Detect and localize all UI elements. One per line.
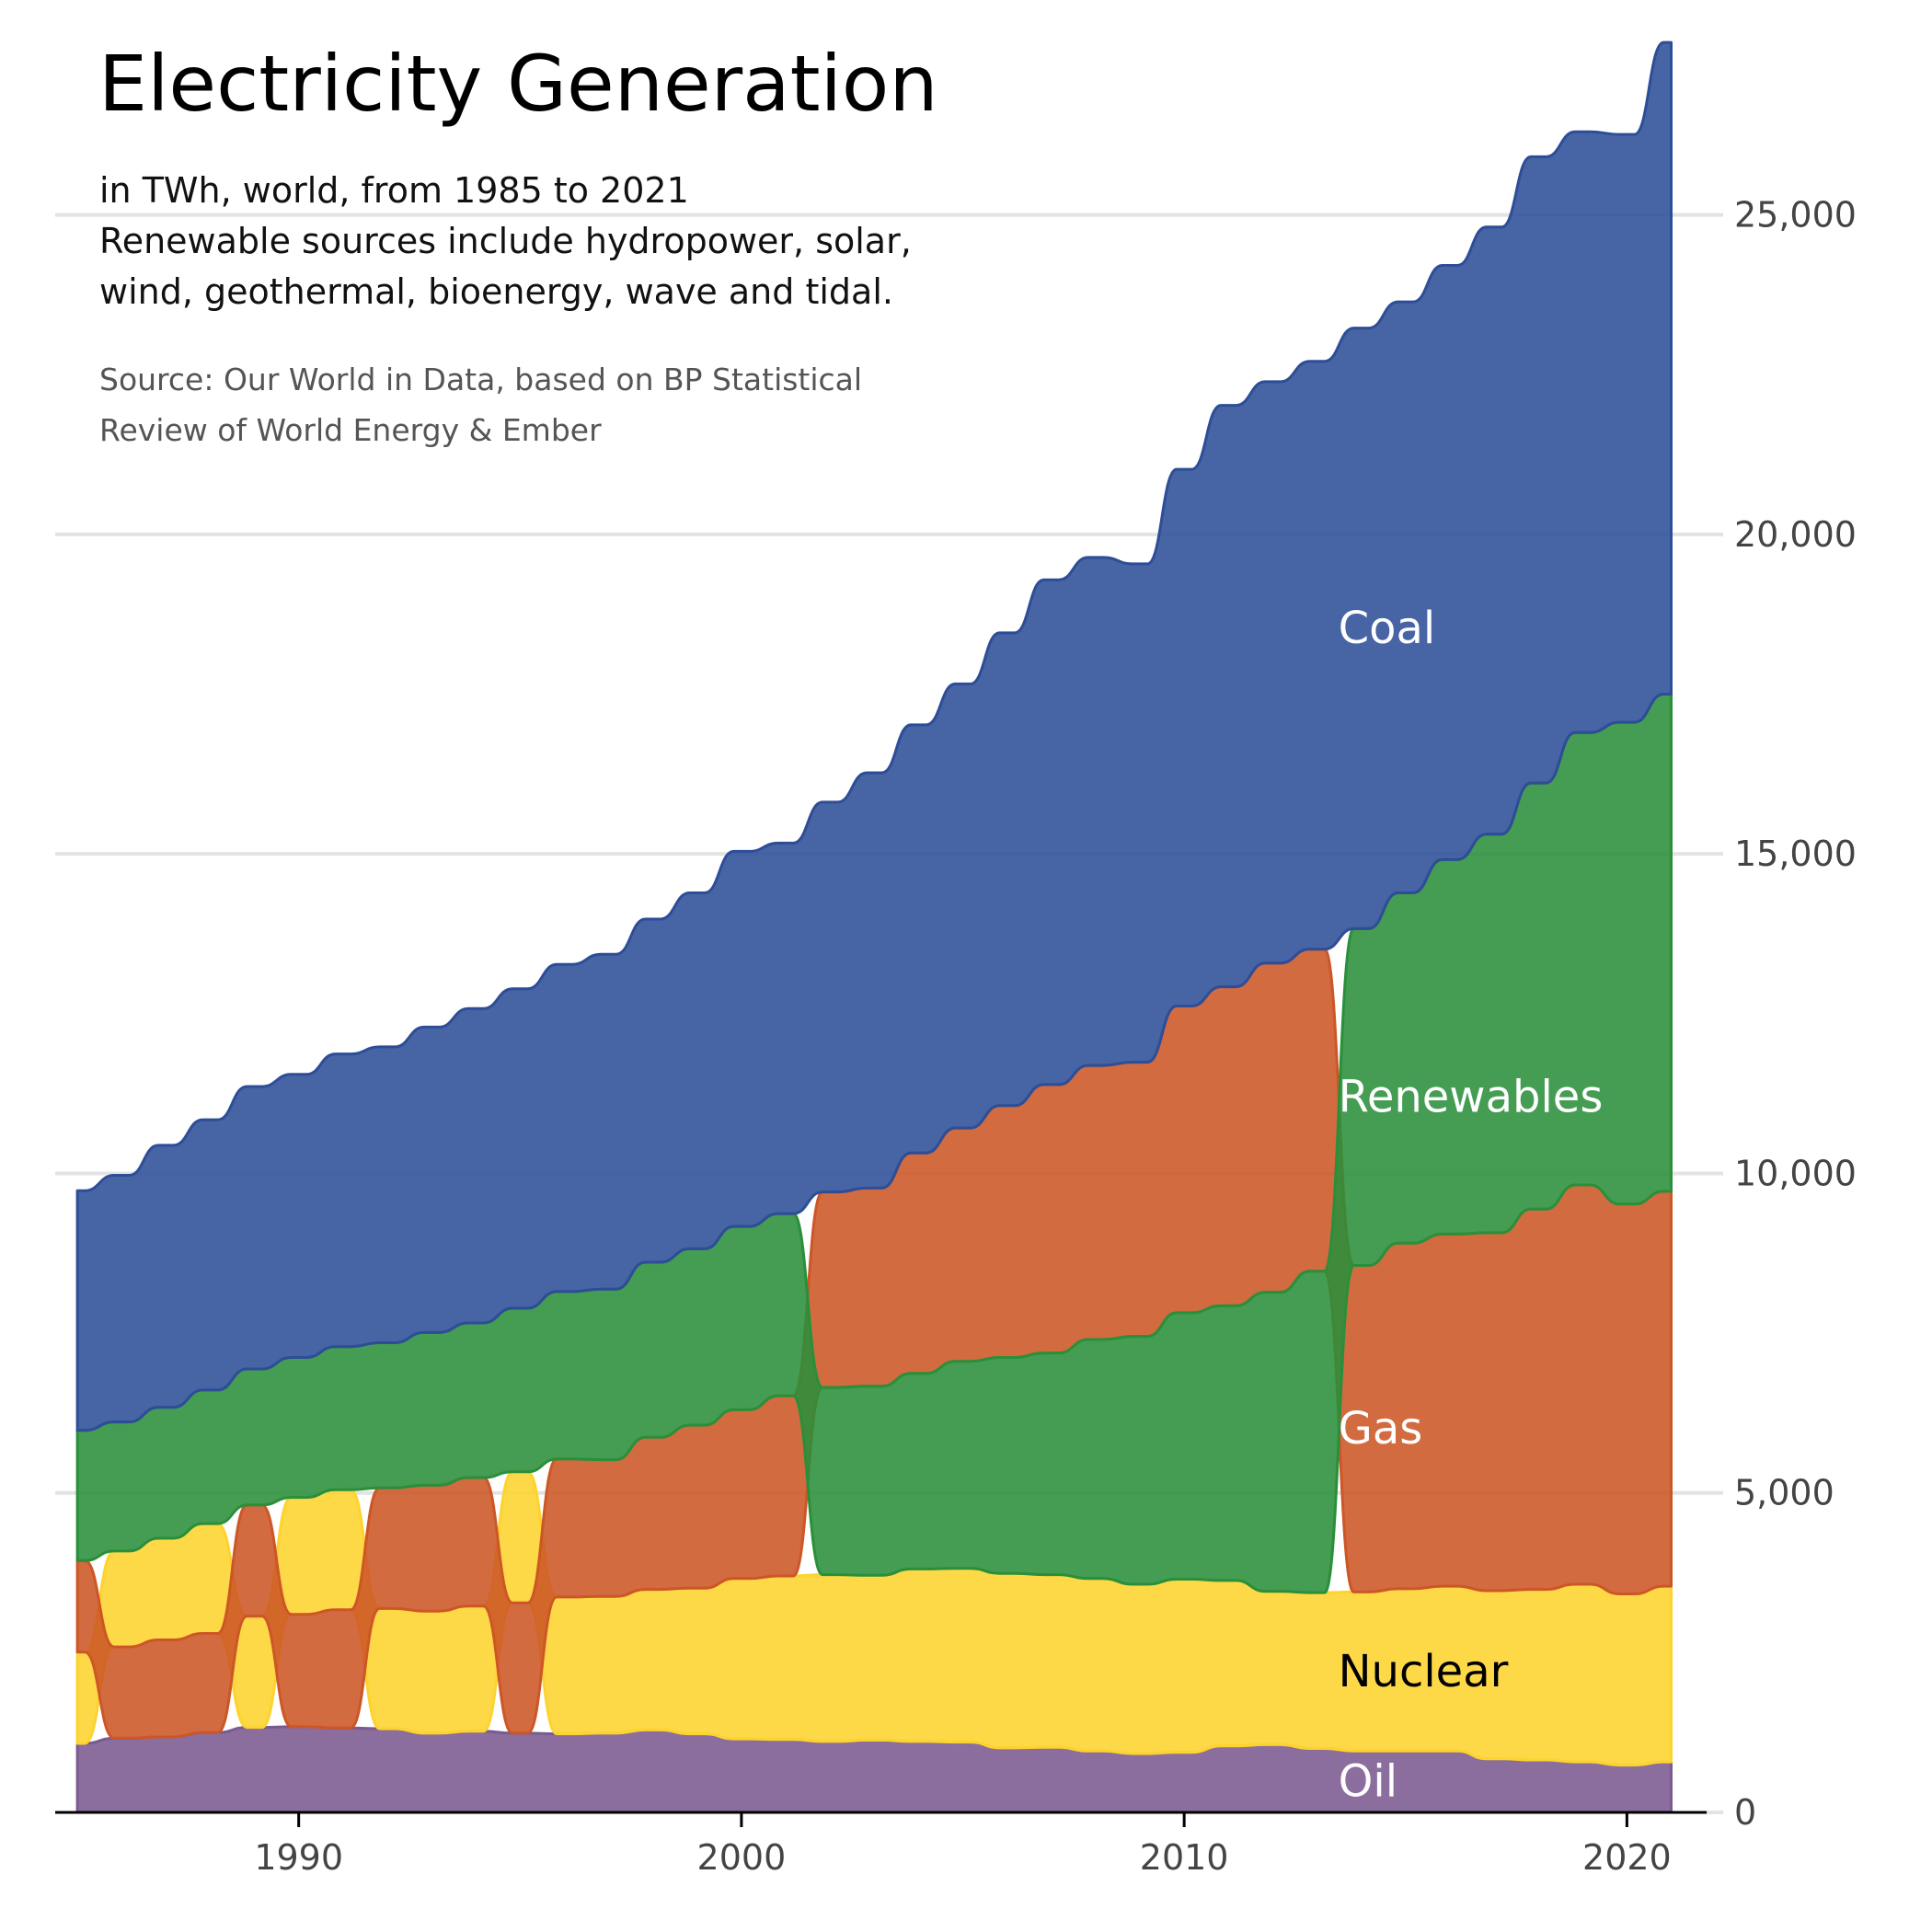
source-line-2: Review of World Energy & Ember (99, 412, 602, 448)
subtitle-line-3: wind, geothermal, bioenergy, wave and ti… (99, 271, 893, 312)
chart-title: Electricity Generation (98, 39, 938, 129)
x-tick-label-2020: 2020 (1582, 1837, 1672, 1878)
y-tick-label-0: 0 (1734, 1792, 1756, 1833)
subtitle-line-2: Renewable sources include hydropower, so… (99, 221, 912, 261)
y-tick-label-25000: 25,000 (1734, 195, 1857, 236)
series-label-coal: Coal (1339, 603, 1436, 654)
axes: 1990 2000 2010 2020 0 5,000 10,000 15,000 20,000… (55, 195, 1857, 1878)
series-label-nuclear: Nuclear (1339, 1646, 1509, 1697)
series-labels: Oil Nuclear Gas Renewables Coal (1339, 603, 1604, 1808)
y-tick-label-20000: 20,000 (1734, 514, 1857, 555)
chart-source: Source: Our World in Data, based on BP S… (99, 354, 1019, 455)
source-line-1: Source: Our World in Data, based on BP S… (99, 362, 863, 397)
series-label-gas: Gas (1339, 1403, 1423, 1455)
series-label-oil: Oil (1339, 1756, 1397, 1808)
y-tick-label-10000: 10,000 (1734, 1153, 1857, 1193)
subtitle-line-1: in TWh, world, from 1985 to 2021 (99, 170, 689, 211)
x-tick-label-1990: 1990 (254, 1837, 343, 1878)
area-coal (75, 40, 1673, 1432)
series-label-renewables: Renewables (1339, 1071, 1604, 1122)
chart-subtitle: in TWh, world, from 1985 to 2021 Renewab… (99, 166, 1019, 317)
x-tick-label-2010: 2010 (1140, 1837, 1229, 1878)
y-tick-label-15000: 15,000 (1734, 834, 1857, 874)
y-tick-label-5000: 5,000 (1734, 1473, 1834, 1513)
stacked-areas (75, 40, 1673, 1814)
x-tick-label-2000: 2000 (697, 1837, 787, 1878)
